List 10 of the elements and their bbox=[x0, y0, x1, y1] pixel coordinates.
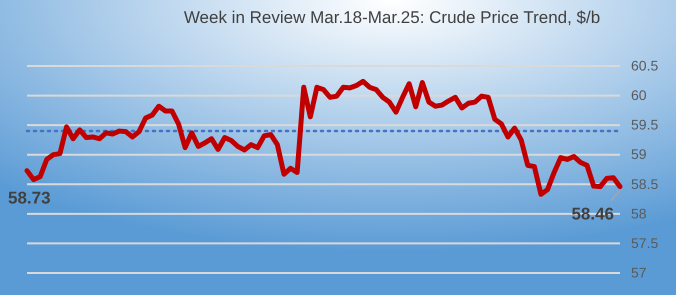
y-tick-label: 57 bbox=[631, 264, 647, 280]
y-tick-label: 60 bbox=[631, 87, 647, 104]
y-tick-label: 58.5 bbox=[631, 176, 658, 192]
data-label: 58.73 bbox=[8, 188, 51, 208]
y-tick-label: 57.5 bbox=[631, 234, 658, 251]
chart-title: Week in Review Mar.18-Mar.25: Crude Price Trend, $/b bbox=[184, 8, 600, 27]
y-tick-label: 59 bbox=[631, 146, 647, 162]
y-tick-label: 58 bbox=[631, 205, 647, 222]
y-tick-label: 59.5 bbox=[631, 116, 658, 133]
y-tick-label: 60.5 bbox=[631, 57, 658, 74]
